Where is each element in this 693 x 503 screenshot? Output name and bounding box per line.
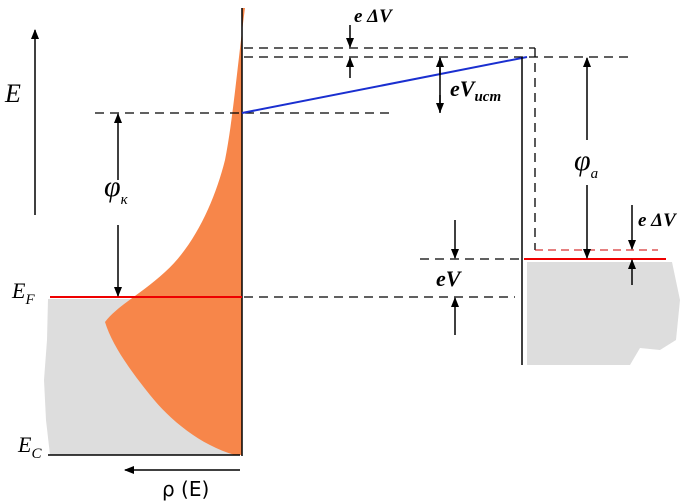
energy-label: E — [4, 79, 21, 108]
anode-work-function-label: φa — [574, 144, 598, 182]
fermi-label: EF — [11, 278, 35, 308]
source-voltage-label: eVист — [450, 76, 501, 105]
subscript: к — [121, 192, 129, 208]
bias-label: eV — [436, 266, 463, 291]
subscript: F — [24, 292, 35, 308]
main: E — [17, 432, 32, 457]
main: φ — [574, 144, 591, 177]
cathode-work-function-label: φк — [104, 170, 129, 208]
subscript: a — [591, 166, 599, 182]
anode-filled-states — [527, 262, 680, 365]
subscript: C — [31, 446, 42, 462]
conduction-label: EC — [17, 432, 42, 462]
main: E — [11, 278, 26, 303]
main: eV — [450, 76, 477, 101]
vacuum-barrier — [241, 56, 528, 114]
dimension-arrows — [114, 25, 636, 335]
dos-label: ρ (E) — [162, 477, 209, 501]
main: φ — [104, 170, 121, 203]
delta-v-right-label: e ΔV — [638, 210, 677, 231]
delta-v-top-label: e ΔV — [354, 6, 393, 27]
density-of-states — [105, 8, 245, 455]
subscript: ист — [474, 89, 501, 105]
